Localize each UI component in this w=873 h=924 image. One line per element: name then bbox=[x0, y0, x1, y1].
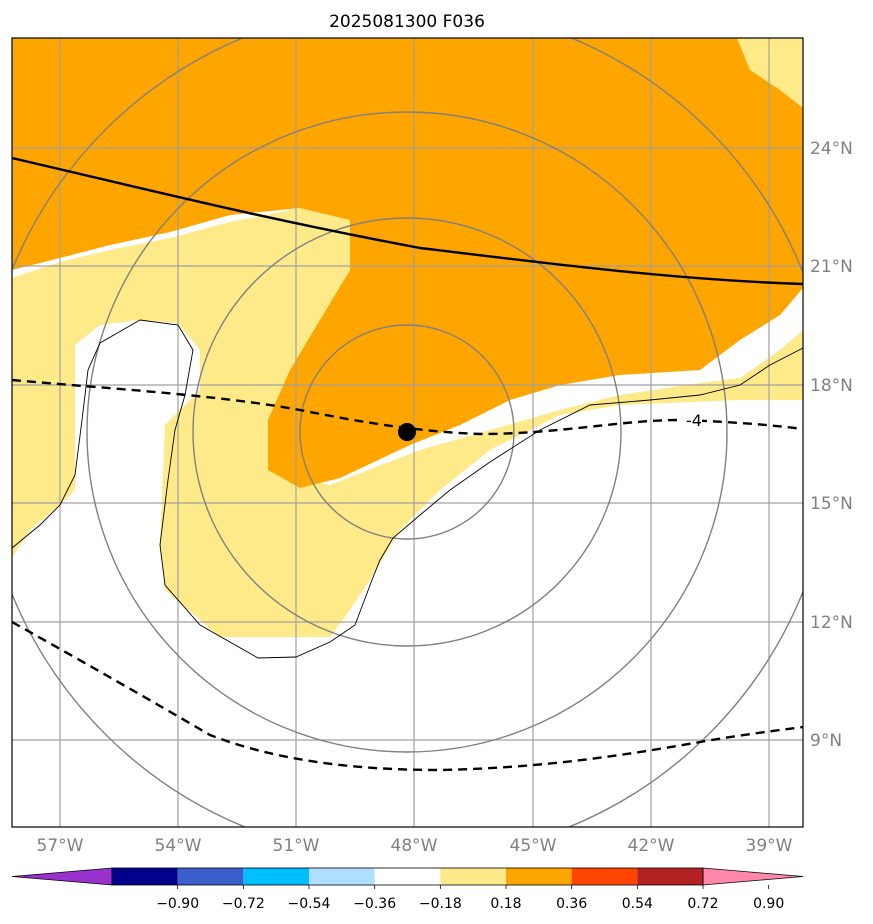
colorbar-segment bbox=[177, 868, 244, 885]
lat-tick-labels: 24°N 21°N 18°N 15°N 12°N 9°N bbox=[810, 139, 853, 751]
lat-tick-label: 24°N bbox=[810, 139, 853, 159]
lon-tick-label: 45°W bbox=[510, 836, 557, 856]
colorbar: −0.90 −0.72 −0.54 −0.36 −0.18 0.18 0.36 0.54 0.7… bbox=[11, 867, 804, 912]
range-rings bbox=[12, 38, 803, 827]
map-frame bbox=[11, 37, 804, 828]
lat-tick-label: 15°N bbox=[810, 494, 853, 514]
lat-tick-label: 12°N bbox=[810, 613, 853, 633]
field-low-positive-corner bbox=[737, 38, 803, 108]
contour-label: -4 bbox=[686, 411, 702, 430]
colorbar-tick-label: 0.72 bbox=[687, 896, 718, 912]
colorbar-outline bbox=[111, 867, 704, 886]
range-ring-3 bbox=[86, 111, 728, 753]
colorbar-segment bbox=[440, 868, 506, 885]
colorbar-tick-label: 0.18 bbox=[490, 896, 521, 912]
colorbar-extend-max bbox=[702, 867, 804, 886]
lon-tick-label: 57°W bbox=[37, 836, 84, 856]
map-title: 2025081300 F036 bbox=[329, 12, 485, 32]
solid-contour bbox=[12, 156, 803, 286]
field-mid-positive bbox=[12, 38, 803, 488]
dashed-contour-south bbox=[12, 620, 803, 772]
lon-tick-label: 42°W bbox=[628, 836, 675, 856]
dashed-contour-north bbox=[12, 378, 803, 436]
lon-tick-label: 48°W bbox=[391, 836, 438, 856]
colorbar-tick-label: 0.36 bbox=[556, 896, 587, 912]
lat-gridlines bbox=[12, 147, 803, 741]
lat-tick-label: 9°N bbox=[810, 731, 842, 751]
lon-tick-label: 54°W bbox=[155, 836, 202, 856]
field-low-positive bbox=[12, 208, 803, 637]
thin-contour bbox=[12, 319, 803, 659]
colorbar-tick-label: −0.36 bbox=[353, 896, 396, 912]
lon-tick-label: 51°W bbox=[273, 836, 320, 856]
colorbar-segment bbox=[506, 868, 572, 885]
contour-label-bg bbox=[682, 410, 702, 430]
colorbar-segment bbox=[309, 868, 375, 885]
range-ring-2 bbox=[192, 217, 622, 647]
colorbar-tick-label: −0.54 bbox=[288, 896, 331, 912]
colorbar-segment bbox=[112, 868, 178, 885]
colorbar-segment bbox=[243, 868, 309, 885]
range-ring-1 bbox=[299, 324, 515, 540]
colorbar-tick-label: 0.90 bbox=[753, 896, 784, 912]
colorbar-tick-label: −0.90 bbox=[156, 896, 199, 912]
colorbar-extend-min bbox=[11, 867, 113, 886]
colorbar-segment bbox=[637, 868, 703, 885]
storm-center-marker bbox=[398, 423, 416, 441]
colorbar-tick-label: 0.54 bbox=[622, 896, 653, 912]
lat-tick-label: 21°N bbox=[810, 257, 853, 277]
lon-tick-label: 39°W bbox=[746, 836, 793, 856]
colorbar-tick-label: −0.18 bbox=[419, 896, 462, 912]
colorbar-segment bbox=[571, 868, 638, 885]
map-area: -4 bbox=[12, 38, 803, 827]
colorbar-tick-label: −0.72 bbox=[222, 896, 265, 912]
lat-tick-label: 18°N bbox=[810, 376, 853, 396]
lon-tick-labels: 57°W 54°W 51°W 48°W 45°W 42°W 39°W bbox=[37, 836, 793, 856]
colorbar-segment bbox=[374, 868, 441, 885]
